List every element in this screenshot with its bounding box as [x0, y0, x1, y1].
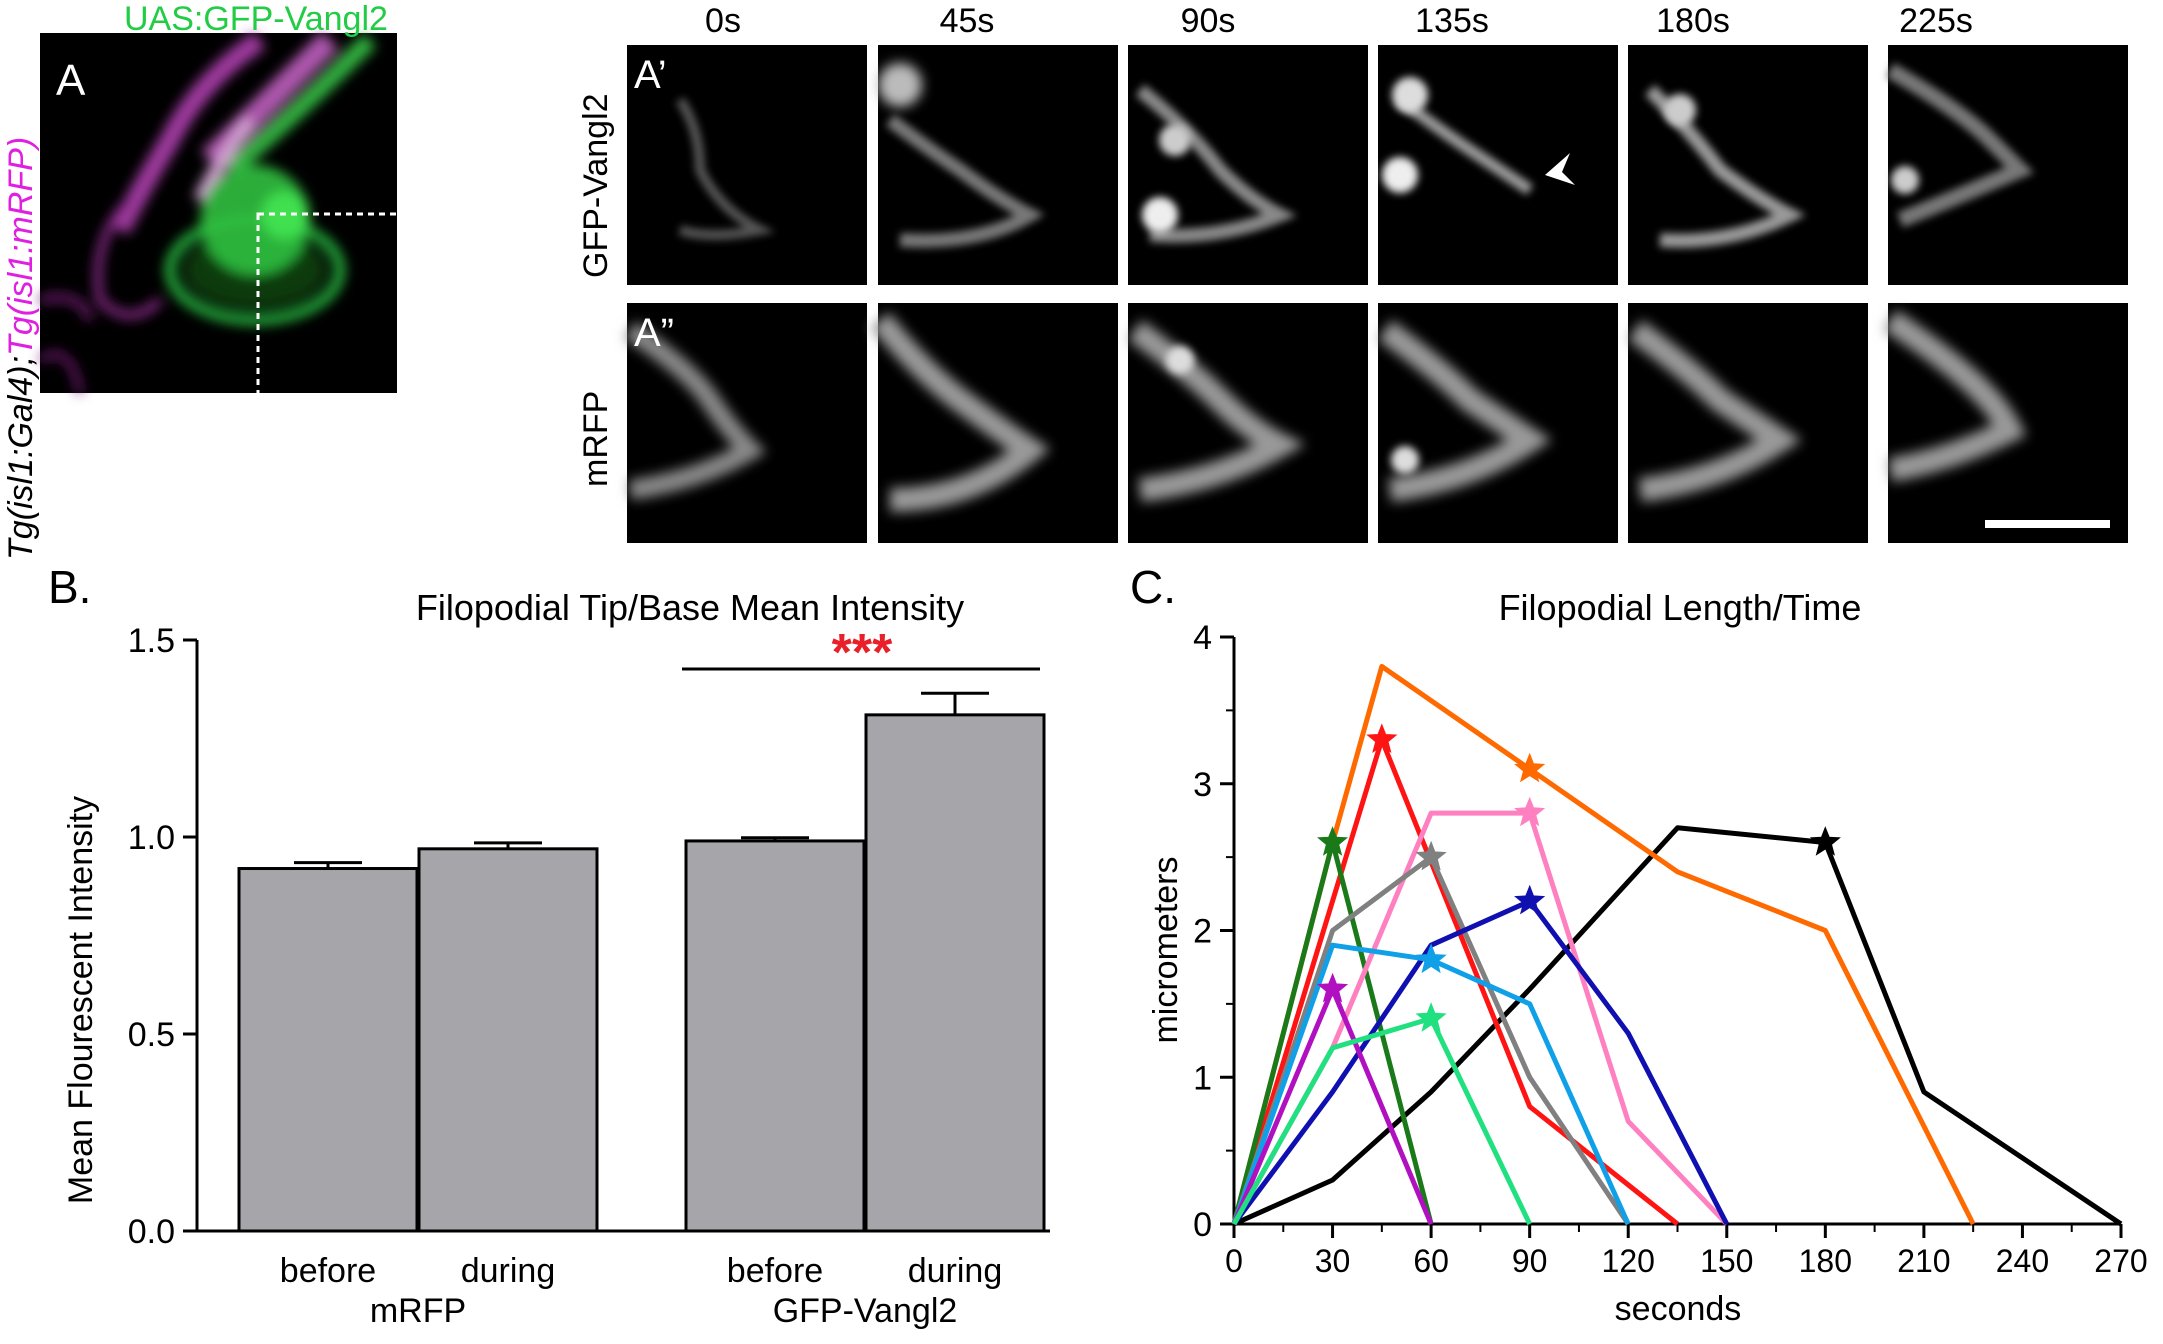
gfp-frame-45s	[878, 45, 1118, 285]
gfp-frame-90s	[1128, 45, 1368, 285]
y-tick-label: 0	[1193, 1206, 1212, 1244]
x-tick-label: 210	[1897, 1243, 1950, 1279]
x-tick-label: before	[727, 1252, 823, 1290]
y-tick-label: 1	[1193, 1059, 1212, 1097]
star-marker	[1317, 972, 1349, 1003]
x-tick-label: 180	[1799, 1243, 1852, 1279]
mrfp-frame-135s	[1377, 303, 1618, 543]
chart-c-title: Filopodial Length/Time	[1499, 587, 1862, 628]
x-tick-label: during	[908, 1252, 1003, 1290]
gfp-frame-0s	[627, 45, 867, 285]
significance-label: ***	[832, 624, 893, 682]
panel-a-prime-letter: A’	[634, 53, 667, 97]
mrfp-frame-225s	[1883, 303, 2128, 543]
x-tick-label: 60	[1413, 1243, 1449, 1279]
y-tick-label: 4	[1193, 619, 1212, 657]
series-line	[1231, 1016, 1532, 1226]
timepoint-label: 90s	[1181, 2, 1236, 40]
timepoint-label: 180s	[1656, 2, 1730, 40]
bar	[684, 839, 866, 1233]
chart-b-panel-letter: B.	[48, 561, 91, 613]
chart-c-panel-letter: C.	[1130, 561, 1176, 613]
panel-a-dprime-letter: A”	[634, 311, 674, 355]
mrfp-row: A”	[624, 303, 2128, 543]
x-tick-label: 30	[1315, 1243, 1351, 1279]
series-line	[1232, 825, 2123, 1227]
panel-a-side-label: Tg(isl1:Gal4);Tg(isl1:mRFP)	[2, 137, 40, 560]
star-marker	[1415, 1002, 1447, 1032]
arrowhead-icon	[1545, 153, 1575, 185]
y-tick-label: 0.5	[128, 1016, 175, 1054]
timepoint-label: 0s	[705, 2, 741, 40]
y-tick-label: 1.0	[128, 819, 175, 857]
mrfp-frame-90s	[1127, 303, 1368, 543]
x-tick-label: 240	[1996, 1243, 2049, 1279]
row-label-mrfp: mRFP	[577, 391, 615, 487]
y-tick-label: 3	[1193, 766, 1212, 804]
x-tick-label: 120	[1602, 1243, 1655, 1279]
side-label-black: Tg(isl1:Gal4);	[2, 356, 40, 560]
star-marker	[1415, 840, 1447, 871]
timepoint-label: 135s	[1415, 2, 1489, 40]
chart-c-lines	[1231, 663, 2123, 1227]
x-tick-label: 0	[1225, 1243, 1243, 1279]
mrfp-frame-0s	[624, 303, 867, 543]
panel-a-title: UAS:GFP-Vangl2	[124, 0, 388, 38]
chart-c-ylabel: micrometers	[1147, 856, 1185, 1043]
chart-b-ylabel: Mean Flourescent Intensity	[62, 796, 100, 1204]
group-label: mRFP	[370, 1292, 466, 1330]
gfp-frame-180s	[1628, 45, 1868, 285]
mrfp-frame-45s	[870, 303, 1118, 543]
star-marker	[1366, 723, 1398, 754]
star-marker	[1514, 884, 1546, 915]
timepoint-label: 45s	[940, 2, 995, 40]
gfp-row: A’	[627, 45, 2128, 285]
x-tick-label: before	[280, 1252, 376, 1290]
star-marker	[1415, 943, 1447, 974]
x-tick-label: 90	[1512, 1243, 1548, 1279]
bar	[237, 867, 419, 1233]
star-marker	[1809, 826, 1841, 856]
x-tick-label: during	[461, 1252, 556, 1290]
gfp-frame-225s	[1886, 45, 2128, 285]
star-marker	[1514, 752, 1546, 783]
bar	[864, 713, 1046, 1233]
star-marker	[1514, 796, 1546, 827]
mrfp-frame-180s	[1627, 303, 1868, 543]
bar	[417, 847, 599, 1233]
gfp-frame-135s	[1378, 45, 1618, 285]
y-tick-label: 2	[1193, 913, 1212, 951]
chart-b-bars	[237, 691, 1046, 1233]
timelapse-grid: GFP-Vangl2 mRFP 0s 45s 90s 135s 180s 225…	[577, 2, 2128, 543]
series-line	[1231, 898, 1730, 1226]
star-marker	[1317, 826, 1349, 856]
timepoint-label: 225s	[1899, 2, 1973, 40]
panel-a: A UAS:GFP-Vangl2 Tg(isl1:Gal4);Tg(isl1:m…	[2, 0, 504, 560]
side-label-magenta: Tg(isl1:mRFP)	[2, 137, 40, 356]
chart-b-title: Filopodial Tip/Base Mean Intensity	[416, 587, 964, 628]
timepoint-labels: 0s 45s 90s 135s 180s 225s	[705, 2, 1973, 40]
y-tick-label: 1.5	[128, 622, 175, 660]
row-label-gfp: GFP-Vangl2	[577, 93, 615, 278]
series-line	[1231, 854, 1631, 1226]
chart-b: B. Filopodial Tip/Base Mean Intensity Me…	[48, 561, 1050, 1330]
panel-a-letter: A	[56, 56, 86, 105]
chart-c-xlabel: seconds	[1615, 1290, 1742, 1328]
roi-box	[256, 212, 504, 459]
group-label: GFP-Vangl2	[773, 1292, 958, 1330]
chart-c: C. Filopodial Length/Time micrometers se…	[1130, 561, 2148, 1328]
x-tick-label: 270	[2094, 1243, 2147, 1279]
timelapse-scalebar	[1985, 520, 2110, 528]
x-tick-label: 150	[1700, 1243, 1753, 1279]
y-tick-label: 0.0	[128, 1213, 175, 1251]
